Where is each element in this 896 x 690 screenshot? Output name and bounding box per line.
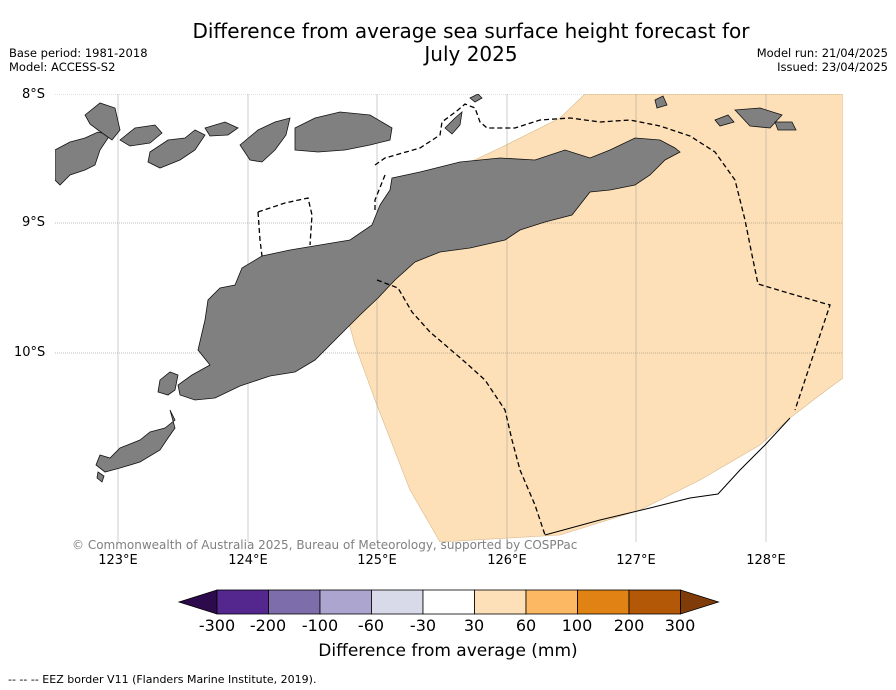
lembata-island [119,124,163,147]
model-run-text: Model run: 21/04/2025 [756,46,888,60]
wetar-island [294,111,393,153]
map-area [55,94,843,542]
colorbar-tick: 300 [664,616,696,635]
meta-right: Model run: 21/04/2025 Issued: 23/04/2025 [757,46,888,74]
colorbar-tick: 100 [561,616,593,635]
meta-left: Base period: 1981-2018 Model: ACCESS-S2 [9,46,148,74]
sumba-flores-islets [96,471,105,483]
colorbar-tick: -60 [357,616,385,635]
eez-border [257,103,831,536]
alor-pantar-west [55,131,111,186]
chart-title: Difference from average sea surface heig… [171,20,771,66]
lon-label-126e: 126°E [487,553,527,568]
colorbar-tick: -200 [249,616,287,635]
lon-label-127e: 127°E [616,553,656,568]
land [55,94,797,483]
pantar-island [147,129,206,169]
damar-island-a [714,114,735,127]
lon-label-125e: 125°E [357,553,397,568]
alor-island [204,121,239,137]
north-islet [469,94,483,103]
title-line-1: Difference from average sea surface heig… [192,19,750,43]
eez-border-solid [544,417,791,536]
colorbar-label: Difference from average (mm) [318,641,578,661]
colorbar-tick: -300 [198,616,236,635]
eez-footnote: -- -- -- EEZ border V11 (Flanders Marine… [8,673,317,686]
issued-text: Issued: 23/04/2025 [777,60,888,74]
model-text: Model: ACCESS-S2 [9,60,116,74]
lon-label-128e: 128°E [746,553,786,568]
wetar-west [239,117,291,163]
damar-island-c [774,121,797,131]
title-line-2: July 2025 [424,42,518,66]
damar-island-b [734,107,783,129]
atauro-island [444,110,463,135]
copyright-notice: © Commonwealth of Australia 2025, Bureau… [72,538,578,552]
ndao-island [157,371,179,396]
flores-east [84,102,121,141]
lat-label-8s: 8°S [22,87,46,102]
lon-label-124e: 124°E [228,553,268,568]
colorbar-tick: 30 [463,616,485,635]
colorbar-tick: 200 [613,616,645,635]
colorbar-tick: 60 [515,616,537,635]
colorbar-tick: -30 [409,616,437,635]
lat-label-9s: 9°S [22,215,46,230]
colorbar-tick: -100 [301,616,339,635]
romang-island [654,95,668,109]
lat-label-10s: 10°S [14,345,46,360]
timor-island [177,137,681,401]
lon-label-123e: 123°E [98,553,138,568]
rote-island [95,409,176,473]
base-period-text: Base period: 1981-2018 [9,46,148,60]
